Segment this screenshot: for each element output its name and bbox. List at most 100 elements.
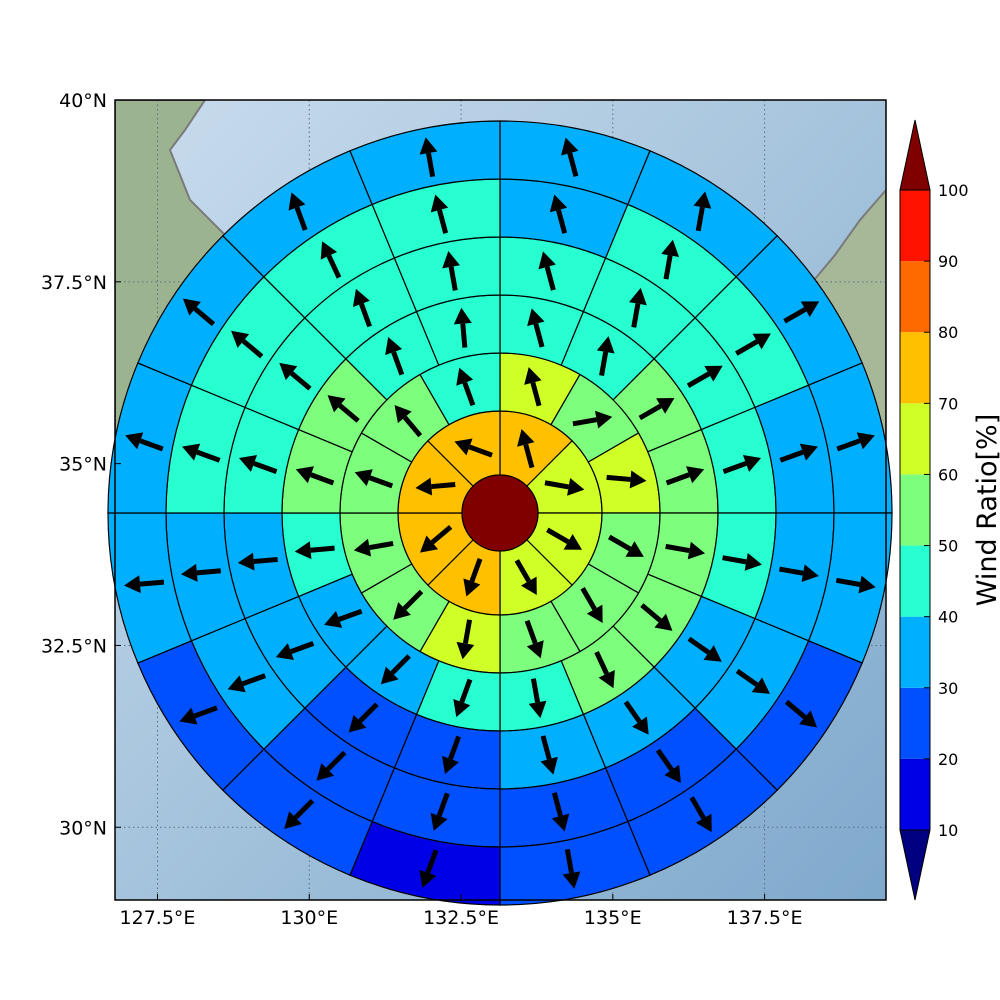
wind-arrow-head [415, 477, 433, 496]
wind-arrow-shaft [556, 209, 568, 234]
wind-arrow-shaft [462, 619, 473, 644]
wind-arrow-shaft [689, 796, 706, 820]
wind-arrow-head [430, 812, 448, 831]
wind-arrow-shaft [623, 700, 642, 724]
wind-arrow-head [687, 541, 706, 560]
wind-arrow-shaft [253, 556, 278, 565]
wind-arrow-head [858, 575, 876, 594]
wind-arrow [295, 466, 335, 486]
wind-arrow-head [441, 755, 459, 775]
wind-arrow-head [654, 613, 673, 631]
wind-arrow [441, 735, 462, 775]
wind-arrow [320, 241, 342, 279]
wind-arrow-shaft [459, 678, 473, 703]
wind-arrow [836, 432, 875, 452]
wind-arrow [430, 792, 450, 831]
wind-arrow-head [453, 699, 471, 718]
wind-arrow [735, 668, 770, 694]
map-border [114, 99, 887, 901]
wind-arrow-shaft [631, 303, 641, 328]
wind-arrow-shaft [196, 568, 222, 576]
wind-arrow-shaft [540, 735, 552, 760]
wind-arrow-head [295, 466, 314, 484]
wind-arrow-shaft [599, 351, 609, 376]
wind-arrow-head [454, 438, 473, 456]
colorbar-tick-label: 10 [938, 821, 958, 840]
wind-arrow-head [517, 429, 535, 447]
wind-arrow-head [563, 533, 582, 550]
y-tick-label: 30°N [59, 817, 107, 839]
wind-arrow [227, 673, 267, 693]
colorbar-tick-label: 70 [938, 394, 958, 413]
wind-arrow [784, 699, 818, 728]
colorbar-bin [900, 687, 930, 759]
x-tick-label: 137.5°E [727, 907, 803, 929]
wind-arrow [638, 397, 675, 421]
wind-arrow [419, 849, 439, 888]
wind-arrow [238, 454, 278, 475]
colorbar-tick-label: 50 [938, 537, 958, 556]
wind-arrow [456, 619, 475, 660]
wind-arrow-head [661, 239, 680, 258]
wind-arrow [540, 735, 558, 775]
x-tick-label: 130°E [280, 907, 338, 929]
wind-arrow [353, 538, 394, 557]
wind-arrow-shaft [551, 792, 563, 817]
wind-arrow-shaft [436, 792, 450, 817]
wind-arrow-head [799, 710, 818, 728]
wind-arrow-shaft [546, 527, 570, 544]
wind-arrow [562, 848, 581, 889]
wind-arrow-head [752, 333, 771, 350]
wind-arrow-head [179, 707, 198, 725]
wind-arrow [182, 443, 221, 463]
wind-arrow-shaft [638, 403, 662, 421]
wind-arrow [316, 750, 347, 781]
wind-arrow [453, 678, 473, 718]
wind-sector [349, 120, 501, 206]
colorbar-tick-label: 80 [938, 323, 958, 342]
wind-arrow [420, 525, 453, 553]
wind-arrow [275, 641, 315, 661]
wind-arrow-head [420, 535, 439, 553]
wind-arrow-shaft [533, 323, 545, 348]
wind-arrow-shaft [524, 619, 538, 645]
wind-arrow [354, 469, 394, 489]
wind-arrow-shaft [607, 534, 632, 552]
wind-arrow [689, 796, 712, 833]
wind-arrow-head [324, 610, 343, 628]
wind-arrow-shaft [338, 403, 360, 423]
wind-arrow-head [800, 301, 820, 318]
wind-arrow [546, 527, 582, 550]
wind-arrow [454, 438, 493, 458]
wind-arrow [456, 367, 476, 407]
wind-arrow-head [562, 871, 581, 889]
wind-arrow-head [629, 287, 647, 306]
wind-arrow-shaft [722, 555, 747, 565]
colorbar-bin [900, 261, 930, 333]
wind-arrow-shaft [523, 443, 535, 469]
wind-arrow [182, 298, 216, 327]
wind-arrow-head [182, 298, 201, 316]
wind-arrow-head [354, 469, 373, 487]
wind-arrow-shaft [369, 540, 394, 551]
wind-arrow [606, 470, 647, 489]
wind-arrow-shaft [640, 603, 662, 623]
wind-arrow-head [238, 454, 258, 472]
wind-arrow [779, 564, 819, 583]
wind-arrow [596, 336, 615, 376]
wind-arrow [288, 192, 308, 231]
wind-arrow [125, 432, 164, 452]
wind-arrow-shaft [567, 152, 579, 177]
wind-arrow-shaft [390, 654, 411, 675]
wind-arrow-head [419, 869, 437, 888]
wind-arrow-shaft [289, 371, 312, 391]
wind-arrow [527, 308, 545, 348]
wind-arrow-shaft [462, 381, 476, 407]
wind-arrow-shaft [779, 449, 804, 463]
wind-arrow-head [629, 470, 647, 489]
wind-arrow [279, 362, 312, 391]
wind-arrow [735, 333, 771, 356]
wind-arrow [629, 287, 647, 328]
wind-arrow-shaft [391, 351, 405, 376]
wind-arrow [572, 410, 613, 429]
